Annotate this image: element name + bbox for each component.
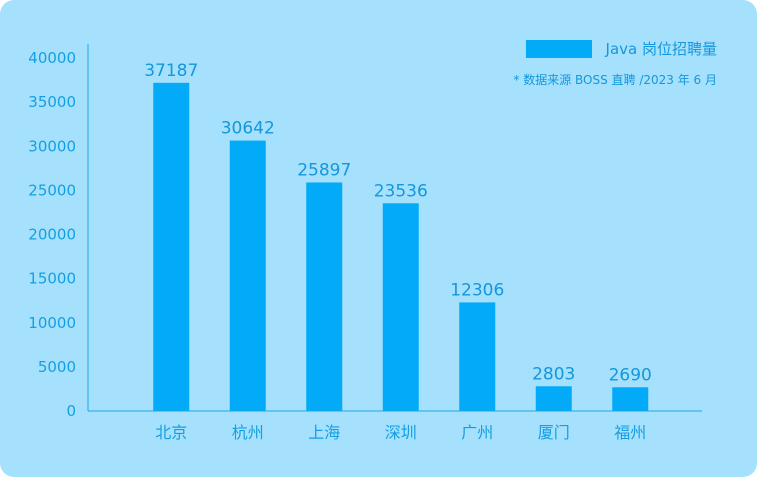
bars — [153, 82, 649, 412]
y-tick-label: 10000 — [28, 314, 76, 332]
data-label: 25897 — [297, 160, 351, 180]
x-tick-label: 上海 — [308, 423, 340, 442]
x-tick-label: 北京 — [155, 423, 187, 442]
bar-3 — [306, 182, 343, 411]
data-label: 23536 — [374, 181, 428, 201]
legend: Java 岗位招聘量 * 数据来源 BOSS 直聘 /2023 年 6 月 — [513, 38, 717, 88]
y-tick-label: 35000 — [28, 93, 76, 111]
bar-7 — [612, 387, 649, 411]
data-label: 2690 — [609, 365, 652, 385]
data-label: 12306 — [450, 280, 504, 300]
bar-4 — [382, 203, 419, 411]
bar-6 — [535, 386, 572, 411]
x-axis-ticks: 北京 杭州 上海 深圳 广州 厦门 福州 — [155, 423, 646, 442]
x-tick-label: 福州 — [614, 423, 646, 442]
y-tick-label: 20000 — [28, 226, 76, 244]
legend-label: Java 岗位招聘量 — [605, 40, 717, 58]
legend-swatch — [525, 39, 592, 58]
x-tick-label: 深圳 — [385, 423, 417, 442]
y-tick-label: 5000 — [38, 358, 76, 376]
data-label: 30642 — [221, 119, 275, 139]
y-tick-label: 25000 — [28, 181, 76, 199]
bar-5 — [459, 302, 496, 411]
legend-item: Java 岗位招聘量 — [513, 38, 717, 59]
bar-1 — [153, 82, 190, 412]
y-tick-label: 40000 — [28, 49, 76, 67]
x-tick-label: 厦门 — [538, 423, 570, 442]
data-labels: 37187 30642 25897 23536 12306 2803 2690 — [144, 61, 652, 385]
y-tick-label: 0 — [66, 402, 76, 420]
x-tick-label: 杭州 — [232, 423, 264, 442]
bar-2 — [229, 140, 266, 411]
data-source-note: * 数据来源 BOSS 直聘 /2023 年 6 月 — [513, 73, 717, 87]
data-label: 2803 — [532, 364, 575, 384]
data-label: 37187 — [144, 61, 198, 81]
y-tick-label: 15000 — [28, 270, 76, 288]
y-tick-label: 30000 — [28, 137, 76, 155]
y-axis-ticks: 0 5000 10000 15000 20000 25000 30000 35000 40000 — [28, 49, 76, 420]
x-tick-label: 广州 — [461, 423, 493, 442]
